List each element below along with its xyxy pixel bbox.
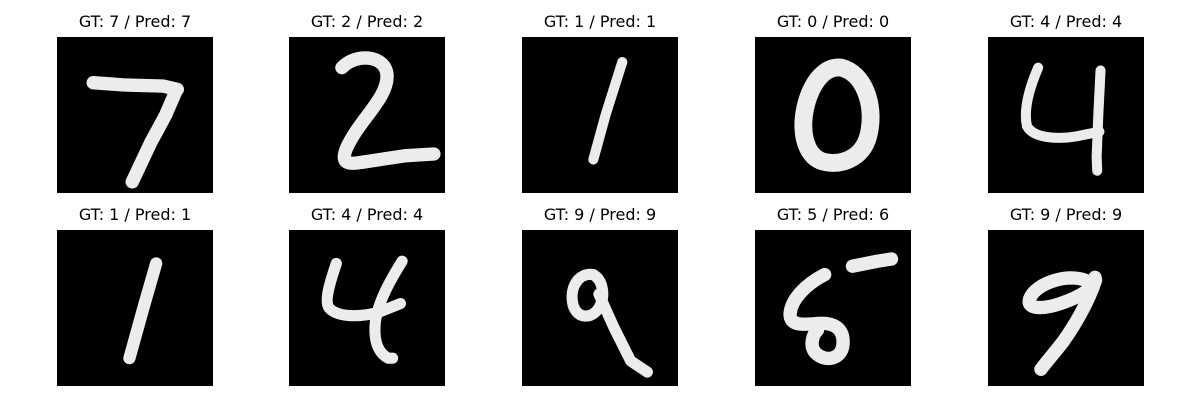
sample-title: GT: 2 / Pred: 2 (310, 12, 424, 31)
digit-image (988, 37, 1144, 193)
sample-title: GT: 1 / Pred: 1 (78, 205, 192, 224)
digit-image (988, 230, 1144, 386)
handwritten-5-icon (783, 252, 899, 366)
handwritten-1-icon (588, 57, 628, 165)
digit-image (755, 230, 911, 386)
digit-image (755, 37, 911, 193)
handwritten-4-icon (1020, 62, 1106, 176)
sample-title: GT: 5 / Pred: 6 (776, 205, 890, 224)
sample-title: GT: 9 / Pred: 9 (543, 205, 657, 224)
handwritten-7-icon (86, 76, 185, 189)
digit-image (289, 230, 445, 386)
handwritten-9-icon (1022, 270, 1103, 376)
handwritten-9-icon (566, 268, 653, 378)
handwritten-0-icon (794, 58, 880, 172)
handwritten-2-icon (335, 51, 441, 170)
digit-image (57, 230, 213, 386)
sample-title: GT: 7 / Pred: 7 (78, 12, 192, 31)
handwritten-4-icon (321, 255, 408, 364)
digit-image (289, 37, 445, 193)
digit-image (522, 230, 678, 386)
handwritten-1-icon (123, 257, 163, 365)
sample-title: GT: 9 / Pred: 9 (1009, 205, 1123, 224)
sample-title: GT: 1 / Pred: 1 (543, 12, 657, 31)
digit-image (522, 37, 678, 193)
sample-title: GT: 0 / Pred: 0 (776, 12, 890, 31)
digit-image (57, 37, 213, 193)
sample-title: GT: 4 / Pred: 4 (1009, 12, 1123, 31)
sample-title: GT: 4 / Pred: 4 (310, 205, 424, 224)
